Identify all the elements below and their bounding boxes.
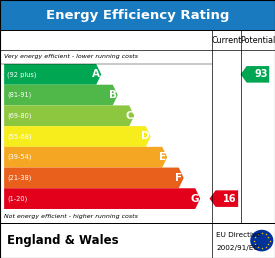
- Polygon shape: [4, 106, 134, 126]
- Polygon shape: [241, 66, 269, 83]
- Text: Current: Current: [212, 36, 242, 45]
- Text: (1-20): (1-20): [7, 195, 28, 202]
- Bar: [0, 0, 275, 30]
- Text: C: C: [125, 111, 133, 121]
- Text: G: G: [191, 194, 199, 204]
- Text: (39-54): (39-54): [7, 154, 32, 160]
- Polygon shape: [210, 190, 238, 207]
- Polygon shape: [4, 126, 151, 147]
- Text: B: B: [109, 90, 117, 100]
- Text: (69-80): (69-80): [7, 112, 32, 119]
- Text: (81-91): (81-91): [7, 92, 32, 98]
- Text: Very energy efficient - lower running costs: Very energy efficient - lower running co…: [4, 54, 138, 59]
- Polygon shape: [4, 188, 200, 209]
- Text: England & Wales: England & Wales: [7, 234, 119, 247]
- Bar: [0, 30, 275, 223]
- Text: (21-38): (21-38): [7, 175, 32, 181]
- Text: 2002/91/EC: 2002/91/EC: [216, 245, 259, 251]
- Circle shape: [250, 230, 273, 251]
- Text: D: D: [141, 132, 150, 141]
- Text: E: E: [159, 152, 166, 162]
- Bar: [0, 223, 275, 258]
- Text: (55-68): (55-68): [7, 133, 32, 140]
- Polygon shape: [4, 85, 118, 106]
- Text: (92 plus): (92 plus): [7, 71, 37, 78]
- Text: Not energy efficient - higher running costs: Not energy efficient - higher running co…: [4, 214, 138, 219]
- Text: 93: 93: [254, 69, 268, 79]
- Text: Energy Efficiency Rating: Energy Efficiency Rating: [46, 9, 229, 22]
- Polygon shape: [4, 167, 184, 188]
- Polygon shape: [4, 147, 167, 167]
- Text: Potential: Potential: [240, 36, 275, 45]
- Text: F: F: [175, 173, 183, 183]
- Text: EU Directive: EU Directive: [216, 232, 261, 238]
- Polygon shape: [4, 64, 101, 85]
- Text: 16: 16: [223, 194, 236, 204]
- Text: A: A: [92, 69, 100, 79]
